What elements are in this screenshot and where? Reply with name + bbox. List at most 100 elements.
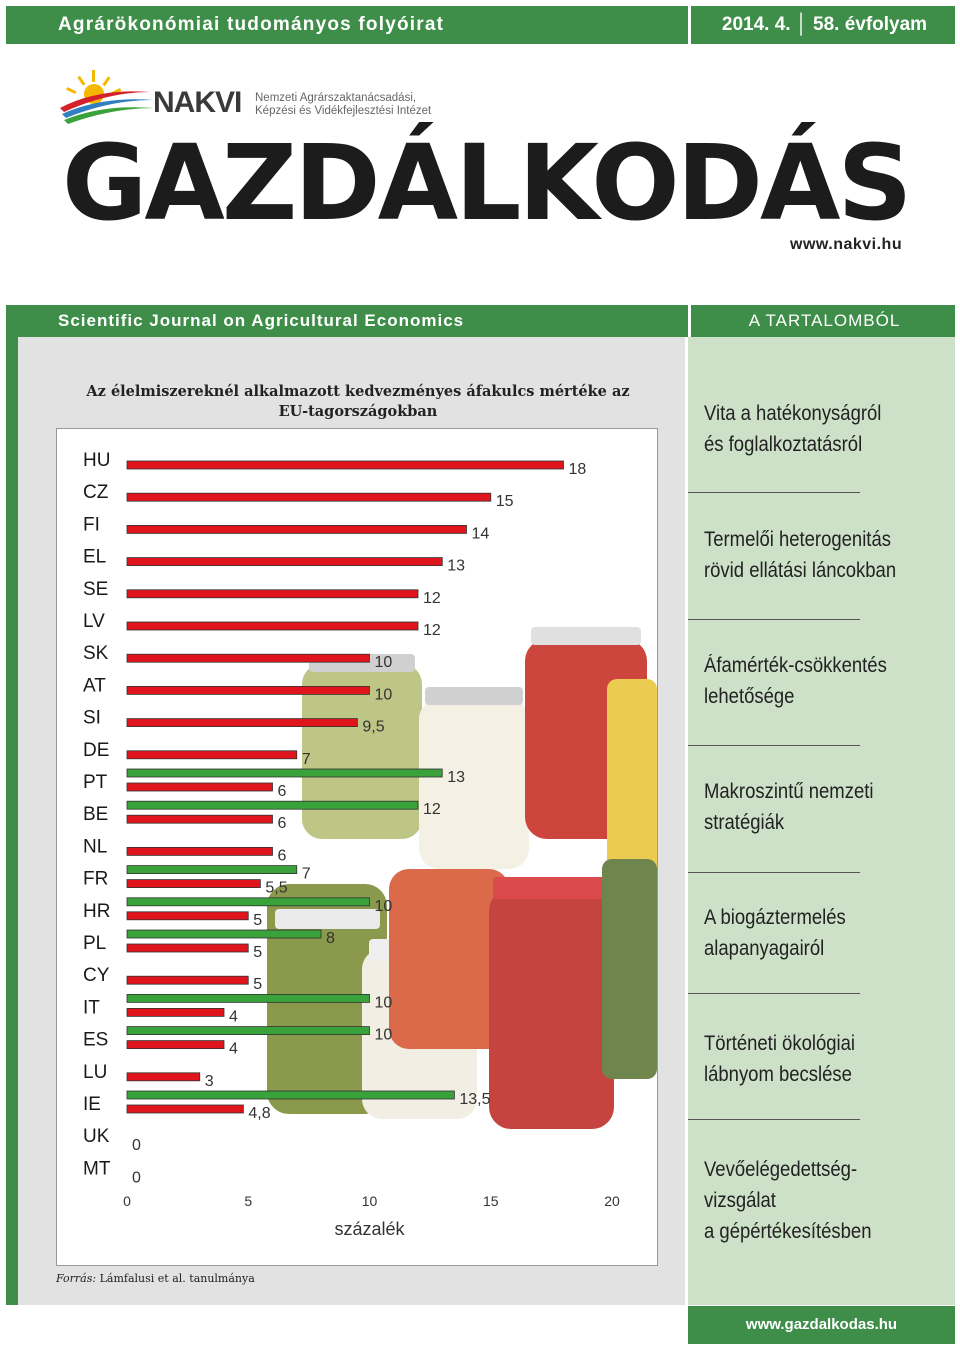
x-tick-label: 0 [123, 1193, 131, 1209]
data-label: 5 [253, 944, 262, 961]
toc-item-line2: alapanyagairól [704, 937, 825, 960]
toc-item[interactable]: Termelői heterogenitás rövid ellátási lá… [704, 524, 915, 586]
category-label: MT [83, 1158, 111, 1179]
chart-source: Forrás: Lámfalusi et al. tanulmánya [56, 1272, 255, 1285]
bar-green [126, 1090, 455, 1100]
category-label: IE [83, 1094, 101, 1115]
data-label: 9,5 [362, 719, 384, 736]
toc-item-line2: lehetősége [704, 685, 795, 708]
bar-chart: HU CZ FI EL SE LV SK AT SI DE PT BE NL FR HR PL CY IT ES LU… [56, 428, 658, 1266]
data-label: 10 [375, 898, 393, 915]
category-label: UK [83, 1126, 110, 1147]
data-label: 15 [496, 493, 514, 510]
toc-item-line2: lábnyom becslése [704, 1063, 852, 1086]
category-label: SK [83, 643, 109, 664]
issue-info: 2014. 4. │ 58. évfolyam [688, 6, 958, 44]
data-label: 5 [253, 976, 262, 993]
data-label: 10 [375, 654, 393, 671]
toc-item[interactable]: Történeti ökológiai lábnyom becslése [704, 1028, 915, 1090]
bar-red [126, 1040, 225, 1049]
category-label: IT [83, 997, 100, 1018]
data-label: 7 [302, 751, 311, 768]
data-label: 4,8 [248, 1105, 270, 1122]
category-label: HR [83, 901, 110, 922]
data-label: 8 [326, 930, 335, 947]
toc-item[interactable]: Vita a hatékonyságról és foglalkoztatásr… [704, 398, 915, 460]
data-label: 6 [278, 847, 287, 864]
data-label: 12 [423, 590, 441, 607]
data-label: 6 [278, 783, 287, 800]
toc-divider [688, 619, 860, 620]
data-label: 7 [302, 866, 311, 883]
toc-divider [688, 872, 860, 873]
nakvi-logo-icon [60, 70, 154, 124]
nakvi-url[interactable]: www.nakvi.hu [790, 236, 903, 253]
bar-green [126, 865, 298, 875]
toc-item[interactable]: Vevőelégedettség- vizsgálat a gépértékes… [704, 1154, 915, 1247]
bar-red [126, 975, 249, 985]
bar-red [126, 879, 261, 889]
bar-red [126, 621, 419, 631]
category-label: PL [83, 933, 106, 954]
bar-red [126, 782, 273, 792]
bar-green [126, 800, 419, 810]
bar-green [126, 1026, 370, 1035]
bar-red [126, 846, 273, 856]
nakvi-logo-text: NAKVI [153, 86, 242, 119]
data-label: 18 [569, 461, 587, 478]
toc-item-line2: és foglalkoztatásról [704, 433, 863, 456]
bar-red [126, 718, 358, 728]
category-label: SE [83, 579, 108, 600]
bar-green [126, 897, 370, 907]
toc-item-line2: vizsgálat [704, 1189, 776, 1212]
x-tick-label: 10 [362, 1193, 378, 1209]
x-axis-label: százalék [334, 1219, 405, 1239]
nakvi-name-line2: Képzési és Vidékfejlesztési Intézet [255, 105, 432, 117]
toc-item-line1: Makroszintű nemzeti [704, 780, 874, 803]
category-label: NL [83, 836, 107, 857]
source-label: Forrás: [56, 1272, 97, 1285]
category-label: AT [83, 675, 106, 696]
bar-green [126, 768, 443, 778]
magazine-title: GAZDÁLKODÁS [62, 122, 912, 244]
x-tick-label: 20 [604, 1193, 620, 1209]
bar-red [126, 814, 273, 824]
data-label: 3 [205, 1073, 214, 1090]
toc-item[interactable]: A biogáztermelés alapanyagairól [704, 902, 915, 964]
category-label: SI [83, 708, 101, 729]
data-label: 12 [423, 801, 441, 818]
toc-divider [688, 492, 860, 493]
data-label: 4 [229, 1008, 238, 1025]
bar-red [126, 1104, 244, 1114]
category-label: CZ [83, 482, 109, 503]
contents-label: A TARTALOMBÓL [688, 305, 958, 337]
category-label: LV [83, 611, 105, 632]
toc-item[interactable]: Makroszintű nemzeti stratégiák [704, 776, 915, 838]
category-label: PT [83, 772, 108, 793]
x-tick-label: 5 [244, 1193, 252, 1209]
category-label: FR [83, 869, 108, 890]
source-text: Lámfalusi et al. tanulmánya [96, 1272, 255, 1285]
toc-item[interactable]: Áfamérték-csökkentés lehetősége [704, 650, 915, 712]
nakvi-full-name: Nemzeti Agrárszaktanácsadási, Képzési és… [255, 92, 475, 118]
toc-divider [688, 993, 860, 994]
bar-red [126, 911, 249, 921]
toc-item-line1: Történeti ökológiai [704, 1032, 856, 1055]
bar-red [126, 1008, 225, 1017]
data-label: 13,5 [459, 1091, 490, 1108]
bar-red [126, 653, 370, 663]
journal-subtitle-en: Scientific Journal on Agricultural Econo… [58, 311, 465, 330]
data-label: 13 [447, 769, 465, 786]
pickle-jars-image [267, 627, 657, 1129]
bar-red [126, 589, 419, 599]
bar-red [126, 750, 298, 760]
data-label: 10 [375, 1027, 393, 1044]
data-label: 4 [229, 1041, 238, 1058]
journal-subtitle-hu: Agrárökonómiai tudományos folyóirat [58, 14, 445, 35]
category-label: FI [83, 514, 100, 535]
footer-bar: www.gazdalkodas.hu [688, 1306, 955, 1344]
data-label: 0 [132, 1137, 141, 1154]
category-label: DE [83, 740, 109, 761]
footer-url[interactable]: www.gazdalkodas.hu [745, 1316, 898, 1333]
toc-item-line2: stratégiák [704, 811, 785, 834]
